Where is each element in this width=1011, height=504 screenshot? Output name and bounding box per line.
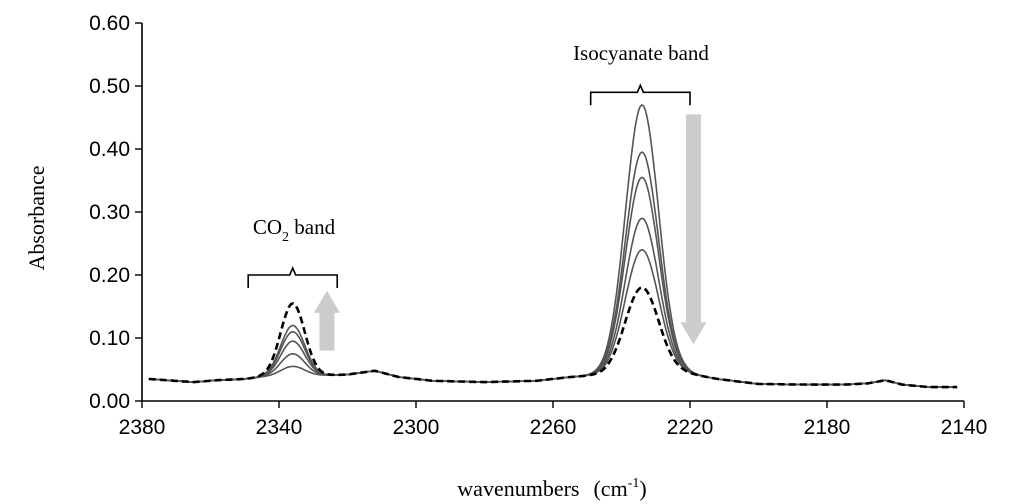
x-tick-label: 2300 (393, 416, 440, 439)
spectrum-series-3 (148, 176, 958, 388)
isocyanate-decrease-arrow (680, 114, 707, 345)
co2-increase-arrow (313, 290, 340, 351)
spectrum-series-2 (148, 151, 958, 388)
isocyanate-band-bracket (589, 83, 691, 106)
y-tick-label: 0.00 (89, 390, 130, 413)
x-axis-title-main: wavenumbers (457, 476, 579, 501)
y-tick-label: 0.10 (89, 327, 130, 350)
spectrum-series-1 (148, 104, 958, 388)
y-tick-label: 0.40 (89, 138, 130, 161)
x-tick-label: 2340 (256, 416, 303, 439)
isocyanate-band-label: Isocyanate band (573, 41, 709, 65)
x-axis-title-unit: (cm (593, 476, 627, 501)
co2-band-label-rest: band (289, 215, 336, 239)
x-axis-title-unit-close: ) (639, 476, 646, 501)
co2-band-label-sub: 2 (282, 230, 289, 245)
co2-band-bracket (247, 265, 339, 288)
x-axis-title: wavenumbers (cm-1) (457, 476, 646, 501)
x-tick-label: 2180 (804, 416, 851, 439)
spectrum-series-4 (148, 217, 958, 388)
co2-band-label-main: CO (253, 215, 282, 239)
spectrum-series-dashed (148, 286, 958, 389)
x-tick-label: 2140 (941, 416, 988, 439)
x-tick-label: 2380 (119, 416, 166, 439)
x-tick-label: 2260 (530, 416, 577, 439)
y-tick-label: 0.30 (89, 201, 130, 224)
axes: 0.00 0.10 0.20 0.30 0.40 0.50 0.60 2380 2340 2300… (89, 12, 987, 439)
y-tick-label: 0.60 (89, 12, 130, 35)
x-tick-label: 2220 (667, 416, 714, 439)
y-axis-title: Absorbance (24, 165, 49, 270)
co2-band-label: CO2 band (253, 215, 336, 245)
annotations (247, 83, 707, 351)
y-tick-label: 0.50 (89, 75, 130, 98)
plot-area (148, 104, 958, 389)
y-tick-label: 0.20 (89, 264, 130, 287)
x-axis-title-unit-exp: -1 (628, 476, 640, 491)
